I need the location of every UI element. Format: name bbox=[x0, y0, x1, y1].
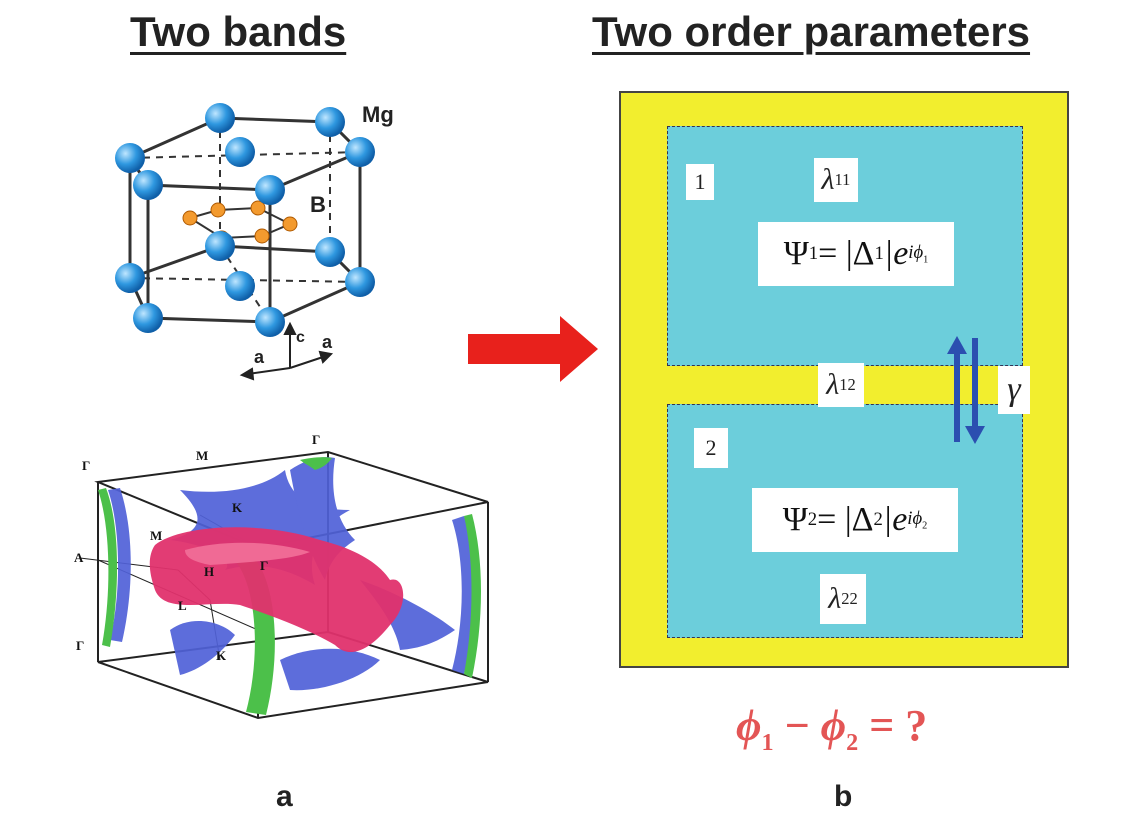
red-arrow bbox=[468, 316, 598, 382]
crystal-structure: Mg B c a a bbox=[115, 102, 394, 381]
lambda-12: λ 12 bbox=[818, 363, 864, 407]
axis-a-left-label: a bbox=[254, 347, 265, 367]
bz-label-m-left: M bbox=[150, 528, 162, 543]
bz-label-l: L bbox=[178, 598, 187, 613]
bz-label-gamma-center: Γ bbox=[260, 558, 268, 573]
axis-a-right-label: a bbox=[322, 332, 333, 352]
fermi-surface: Γ M Γ K M A H L Γ K Γ bbox=[74, 432, 489, 720]
lambda-11: λ 11 bbox=[814, 158, 858, 202]
gamma-label: γ bbox=[998, 366, 1030, 414]
mg-label: Mg bbox=[362, 102, 394, 127]
bz-label-h: H bbox=[204, 564, 214, 579]
b-label: B bbox=[310, 192, 326, 217]
lambda-22: λ 22 bbox=[820, 574, 866, 624]
bz-label-m-top: M bbox=[196, 448, 208, 463]
phase-difference-question: ϕ1 − ϕ2 = ? bbox=[736, 701, 928, 756]
coupling-arrows bbox=[947, 336, 985, 444]
bz-label-gamma-bottom-left: Γ bbox=[76, 638, 84, 653]
bz-label-gamma-top: Γ bbox=[312, 432, 320, 447]
bz-label-a: A bbox=[74, 550, 84, 565]
bz-label-k-bottom: K bbox=[216, 648, 227, 663]
bz-label-gamma-top-left: Γ bbox=[82, 458, 90, 473]
panel-b-label: b bbox=[834, 780, 853, 813]
region-1-index: 1 bbox=[686, 164, 714, 200]
panel-a-title: Two bands bbox=[130, 8, 347, 55]
region-2-index: 2 bbox=[694, 428, 728, 468]
axis-c-label: c bbox=[296, 329, 305, 346]
panel-a-label: a bbox=[276, 780, 293, 813]
bz-label-k-mid: K bbox=[232, 500, 243, 515]
panel-b-title: Two order parameters bbox=[592, 8, 1031, 55]
